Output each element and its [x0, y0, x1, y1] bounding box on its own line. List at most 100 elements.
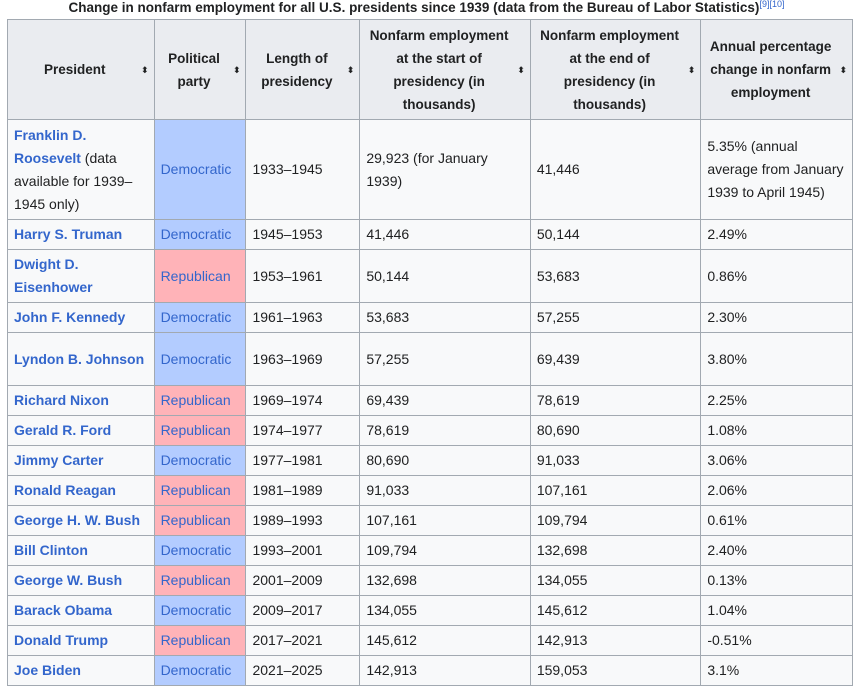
length-cell: 1953–1961 — [245, 249, 361, 303]
annual-change-cell: 2.49% — [700, 219, 853, 250]
length-cell: 1963–1969 — [245, 332, 361, 386]
length-cell: 1993–2001 — [245, 535, 361, 566]
length-cell: 2017–2021 — [245, 625, 361, 656]
party-label: Republican — [160, 572, 231, 588]
end-employment-cell: 132,698 — [529, 535, 702, 566]
end-employment-cell: 57,255 — [529, 302, 702, 333]
table-row: John F. Kennedy Democratic 1961–1963 53,683… — [7, 302, 853, 333]
table-row: Bill Clinton Democratic 1993–2001 109,794 13… — [7, 535, 853, 566]
president-cell: Donald Trump — [7, 625, 155, 656]
table-caption: Change in nonfarm employment for all U.S… — [0, 0, 853, 16]
end-employment-cell: 41,446 — [529, 119, 702, 220]
party-cell: Democratic — [153, 655, 247, 686]
president-cell: Barack Obama — [7, 595, 155, 626]
end-employment-cell: 50,144 — [529, 219, 702, 250]
sort-icon[interactable]: ⬍ — [346, 64, 355, 75]
president-link[interactable]: Lyndon B. Johnson — [14, 350, 145, 367]
start-employment-cell: 57,255 — [359, 332, 531, 386]
length-cell: 2021–2025 — [245, 655, 361, 686]
length-cell: 1969–1974 — [245, 385, 361, 416]
party-cell: Democratic — [153, 445, 247, 476]
president-link[interactable]: Gerald R. Ford — [14, 422, 112, 438]
president-cell: Bill Clinton — [7, 535, 155, 566]
length-cell: 1974–1977 — [245, 415, 361, 446]
president-link[interactable]: Joe Biden — [14, 662, 81, 678]
annual-change-cell: 5.35% (annual average from January 1939 … — [700, 119, 853, 220]
president-link[interactable]: Ronald Reagan — [14, 482, 116, 498]
president-link[interactable]: John F. Kennedy — [14, 309, 126, 325]
column-header-party[interactable]: Political party ⬍ — [153, 19, 247, 120]
table-row: Richard Nixon Republican 1969–1974 69,439 78… — [7, 385, 853, 416]
party-cell: Republican — [153, 625, 247, 656]
length-cell: 1989–1993 — [245, 505, 361, 536]
column-header-end[interactable]: Nonfarm employment at the end of preside… — [529, 19, 702, 120]
sort-icon[interactable]: ⬍ — [517, 64, 525, 75]
length-cell: 1933–1945 — [245, 119, 361, 220]
president-cell: Lyndon B. Johnson — [7, 332, 155, 386]
president-link[interactable]: Dwight D. Eisenhower — [14, 256, 93, 295]
length-cell: 1945–1953 — [245, 219, 361, 250]
party-label: Democratic — [160, 452, 232, 468]
sort-icon[interactable]: ⬍ — [232, 64, 241, 75]
party-label: Democratic — [160, 350, 232, 367]
president-link[interactable]: Harry S. Truman — [14, 226, 123, 242]
president-link[interactable]: George W. Bush — [14, 572, 123, 588]
table-row: George W. Bush Republican 2001–2009 132,698… — [7, 565, 853, 596]
party-cell: Democratic — [153, 119, 247, 220]
annual-change-cell: 0.61% — [700, 505, 853, 536]
caption-references: [9][10] — [759, 0, 784, 9]
sort-icon[interactable]: ⬍ — [839, 64, 847, 75]
annual-change-cell: 0.86% — [700, 249, 853, 303]
party-cell: Republican — [153, 505, 247, 536]
reference-link-10[interactable]: [10] — [769, 0, 785, 9]
start-employment-cell: 29,923 (for January 1939) — [359, 119, 531, 220]
party-label: Republican — [160, 512, 231, 528]
start-employment-cell: 145,612 — [359, 625, 531, 656]
president-cell: Dwight D. Eisenhower — [7, 249, 155, 303]
annual-change-cell: 2.06% — [700, 475, 853, 506]
president-link[interactable]: Barack Obama — [14, 602, 113, 618]
president-cell: George W. Bush — [7, 565, 155, 596]
sort-icon[interactable]: ⬍ — [687, 64, 696, 75]
sort-icon[interactable]: ⬍ — [141, 64, 149, 75]
president-cell: John F. Kennedy — [7, 302, 155, 333]
party-cell: Democratic — [153, 535, 247, 566]
header-row: President ⬍ Political party ⬍ Length of pr… — [7, 19, 853, 120]
start-employment-cell: 41,446 — [359, 219, 531, 250]
party-label: Democratic — [160, 542, 232, 558]
table-body: Franklin D. Roosevelt (data available fo… — [7, 119, 853, 686]
president-link[interactable]: Franklin D. Roosevelt — [14, 126, 87, 166]
start-employment-cell: 134,055 — [359, 595, 531, 626]
party-cell: Democratic — [153, 302, 247, 333]
column-header-length[interactable]: Length of presidency ⬍ — [245, 19, 361, 120]
table-row: Franklin D. Roosevelt (data available fo… — [7, 119, 853, 220]
length-cell: 2009–2017 — [245, 595, 361, 626]
president-link[interactable]: Donald Trump — [14, 632, 109, 648]
party-cell: Republican — [153, 565, 247, 596]
reference-link-9[interactable]: [9] — [759, 0, 770, 9]
column-header-president[interactable]: President ⬍ — [7, 19, 155, 120]
column-header-start[interactable]: Nonfarm employment at the start of presi… — [359, 19, 531, 120]
table-row: Donald Trump Republican 2017–2021 145,612 14… — [7, 625, 853, 656]
annual-change-cell: -0.51% — [700, 625, 853, 656]
party-label: Democratic — [160, 309, 232, 325]
end-employment-cell: 107,161 — [529, 475, 702, 506]
length-cell: 1961–1963 — [245, 302, 361, 333]
party-label: Republican — [160, 392, 231, 408]
party-label: Republican — [160, 482, 231, 498]
party-label: Republican — [160, 632, 231, 648]
party-cell: Democratic — [153, 595, 247, 626]
end-employment-cell: 69,439 — [529, 332, 702, 386]
annual-change-cell: 1.08% — [700, 415, 853, 446]
end-employment-cell: 134,055 — [529, 565, 702, 596]
president-note: (data available for 1939–1945 only) — [14, 149, 133, 212]
annual-change-cell: 3.1% — [700, 655, 853, 686]
president-link[interactable]: Bill Clinton — [14, 542, 88, 558]
end-employment-cell: 142,913 — [529, 625, 702, 656]
president-link[interactable]: Richard Nixon — [14, 392, 109, 408]
president-cell: Gerald R. Ford — [7, 415, 155, 446]
president-link[interactable]: George H. W. Bush — [14, 512, 141, 528]
column-header-change[interactable]: Annual percentage change in nonfarm empl… — [700, 19, 853, 120]
president-link[interactable]: Jimmy Carter — [14, 452, 104, 468]
annual-change-cell: 3.06% — [700, 445, 853, 476]
